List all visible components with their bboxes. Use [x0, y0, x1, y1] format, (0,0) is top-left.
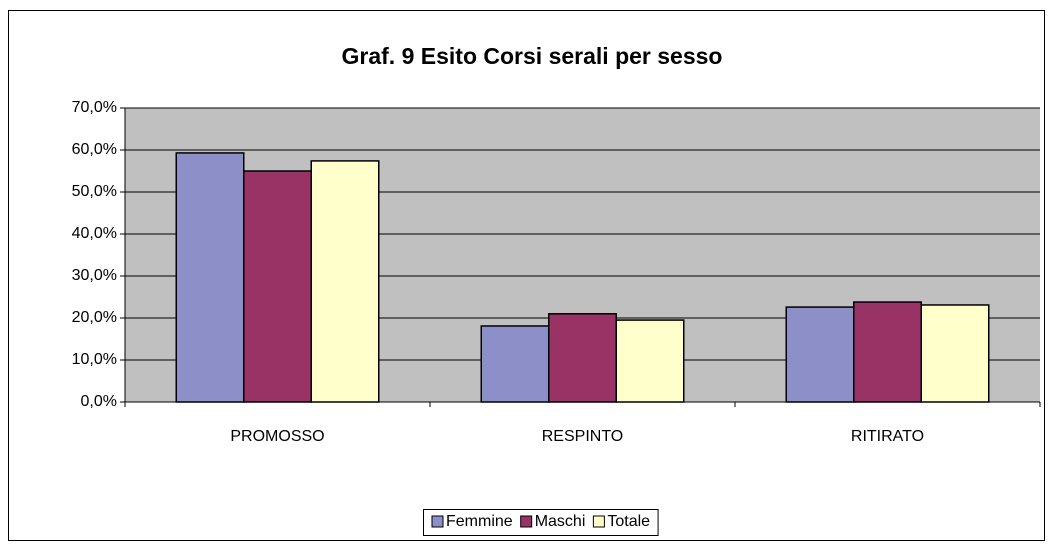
legend-label: Maschi [535, 513, 586, 530]
bar [785, 306, 855, 403]
legend-label: Femmine [446, 513, 513, 530]
bar [548, 313, 617, 403]
bar [243, 170, 312, 403]
chart-title: Graf. 9 Esito Corsi serali per sesso [342, 43, 723, 69]
x-tick-label: PROMOSSO [230, 428, 324, 445]
y-tick-label: 70,0% [72, 99, 117, 116]
y-tick-label: 0,0% [81, 393, 117, 410]
legend: Femmine Maschi Totale [423, 509, 659, 536]
y-tick-label: 40,0% [72, 225, 117, 242]
x-tick-label: RITIRATO [851, 428, 924, 445]
bar [480, 325, 550, 403]
bar [310, 160, 380, 403]
y-tick-label: 20,0% [72, 309, 117, 326]
y-tick-label: 60,0% [72, 141, 117, 158]
legend-swatch [520, 515, 533, 528]
y-tick-label: 10,0% [72, 351, 117, 368]
legend-swatch [592, 515, 605, 528]
legend-swatch [431, 515, 444, 528]
legend-box [423, 509, 659, 536]
x-tick-label: RESPINTO [542, 428, 624, 445]
bar [853, 301, 922, 403]
y-tick-label: 50,0% [72, 183, 117, 200]
legend-label: Totale [607, 513, 650, 530]
y-tick-label: 30,0% [72, 267, 117, 284]
bar [920, 304, 990, 403]
bar [615, 319, 685, 403]
bar [175, 152, 245, 403]
